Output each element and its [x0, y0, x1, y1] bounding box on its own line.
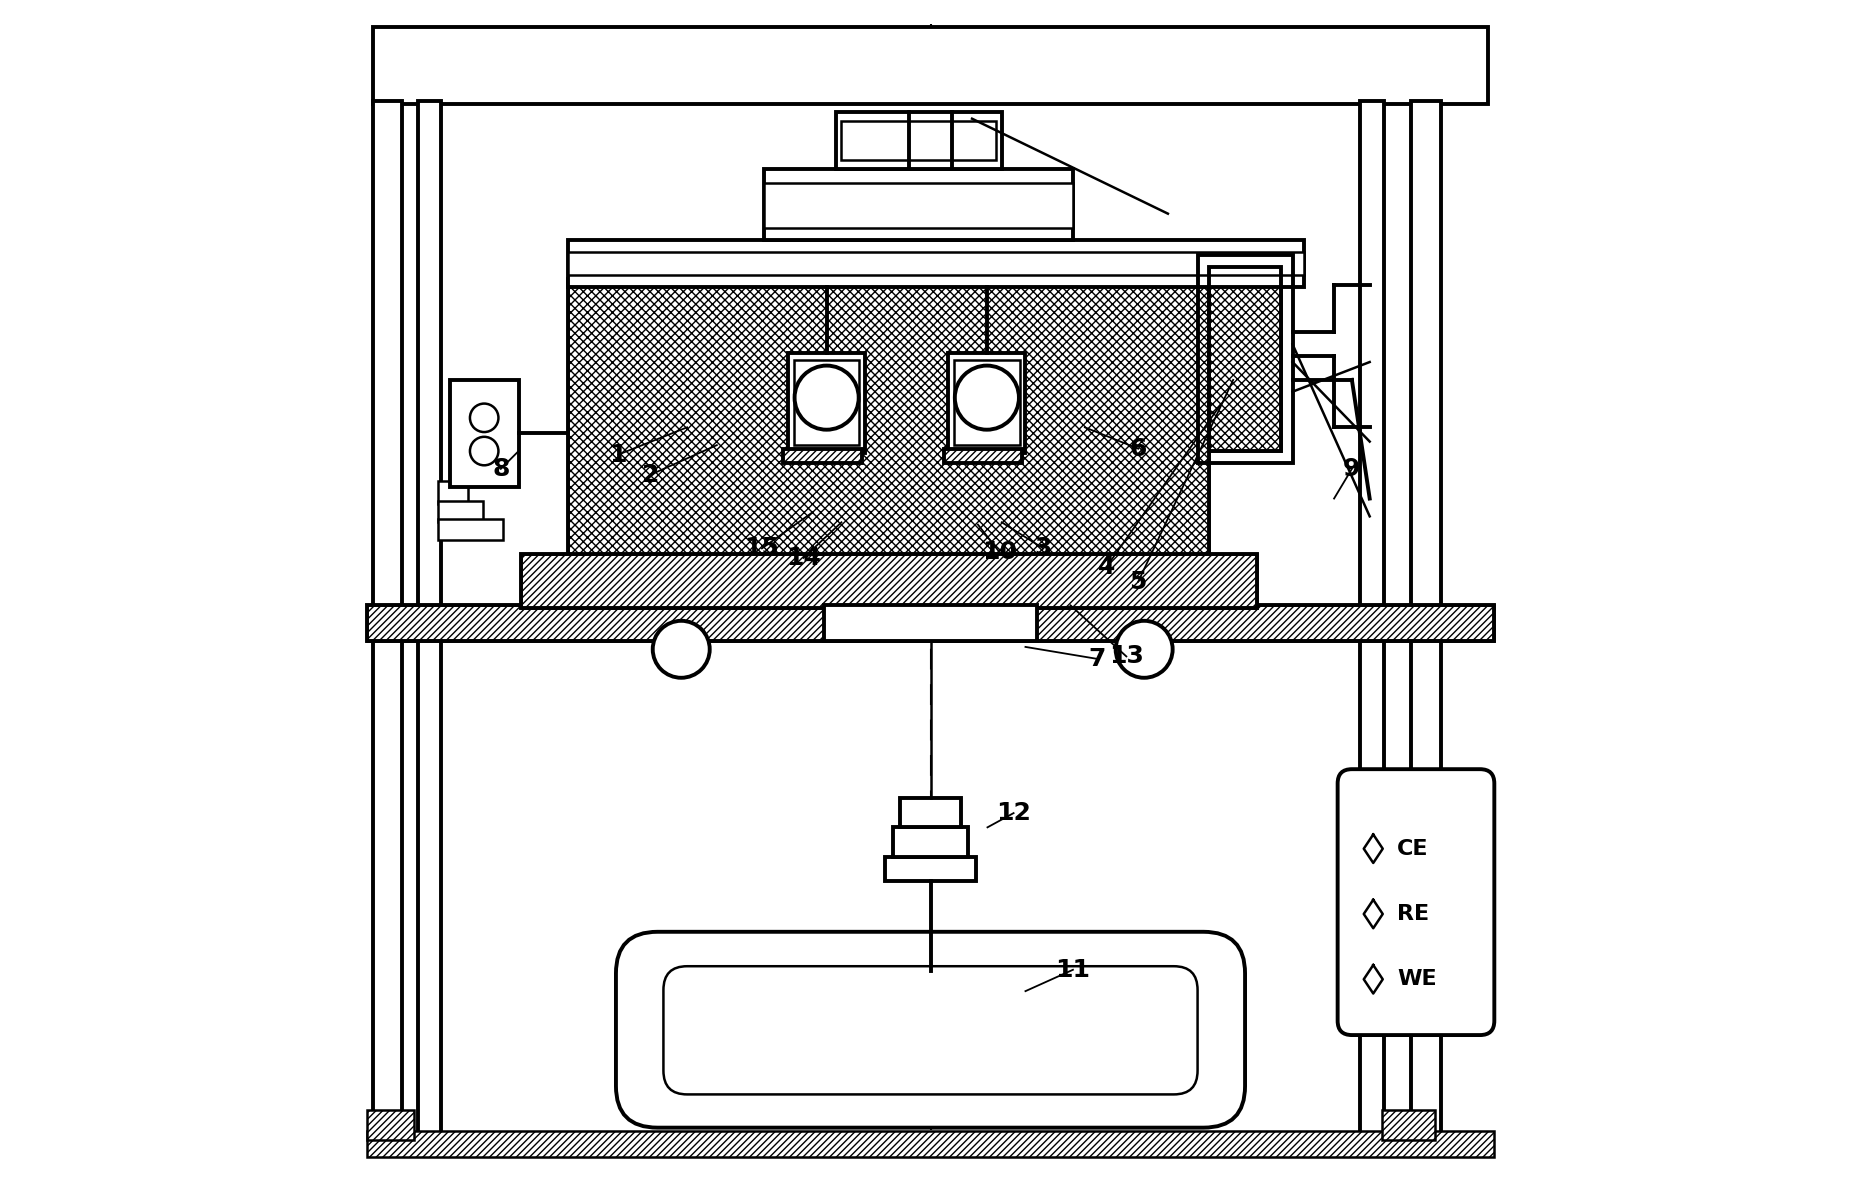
- Circle shape: [1117, 621, 1172, 678]
- Bar: [955, 360, 1020, 445]
- Bar: [765, 183, 1074, 228]
- Text: CE: CE: [1398, 839, 1429, 858]
- Circle shape: [653, 621, 709, 678]
- Bar: [1411, 101, 1440, 1140]
- Bar: [824, 605, 1037, 641]
- Bar: [450, 380, 519, 487]
- Bar: [765, 169, 1074, 240]
- Bar: [944, 449, 1022, 463]
- Text: RE: RE: [1398, 904, 1429, 923]
- Bar: [367, 1131, 1494, 1157]
- Text: 15: 15: [744, 537, 780, 560]
- Bar: [372, 101, 402, 1140]
- Bar: [437, 501, 484, 522]
- FancyBboxPatch shape: [616, 932, 1245, 1128]
- Bar: [1198, 255, 1293, 463]
- Text: 3: 3: [1035, 537, 1051, 560]
- Text: 4: 4: [1098, 556, 1115, 579]
- Bar: [372, 27, 1489, 104]
- Circle shape: [471, 437, 499, 465]
- Text: 12: 12: [996, 801, 1031, 825]
- Text: 8: 8: [491, 457, 510, 481]
- Text: 1: 1: [610, 443, 627, 466]
- Text: 7: 7: [1089, 647, 1105, 671]
- Bar: [1381, 1110, 1435, 1140]
- Bar: [437, 481, 467, 504]
- Bar: [1210, 267, 1280, 451]
- Bar: [1360, 101, 1385, 1140]
- Bar: [417, 101, 441, 1140]
- Text: 2: 2: [642, 463, 659, 487]
- Bar: [886, 857, 975, 881]
- Bar: [1210, 267, 1280, 451]
- Text: 5: 5: [1130, 570, 1146, 594]
- Bar: [568, 279, 1210, 599]
- Bar: [841, 121, 996, 160]
- Bar: [568, 240, 1305, 287]
- Bar: [367, 605, 1494, 641]
- Text: 14: 14: [785, 546, 821, 570]
- Bar: [367, 1110, 415, 1140]
- Bar: [521, 554, 1256, 608]
- Text: 13: 13: [1109, 645, 1145, 668]
- Bar: [437, 519, 502, 540]
- Bar: [367, 605, 1494, 641]
- Circle shape: [795, 366, 858, 430]
- Text: 10: 10: [983, 540, 1016, 564]
- Circle shape: [471, 404, 499, 432]
- FancyBboxPatch shape: [663, 966, 1198, 1094]
- Bar: [899, 798, 962, 827]
- Bar: [949, 353, 1025, 453]
- Text: 9: 9: [1344, 457, 1360, 481]
- Bar: [521, 554, 1256, 608]
- Bar: [787, 353, 865, 453]
- Text: 6: 6: [1130, 437, 1146, 461]
- Bar: [893, 827, 968, 857]
- Circle shape: [955, 366, 1020, 430]
- Text: WE: WE: [1398, 970, 1437, 989]
- FancyBboxPatch shape: [1338, 769, 1494, 1035]
- Bar: [568, 279, 1210, 599]
- Bar: [836, 112, 1001, 169]
- Bar: [783, 449, 862, 463]
- Bar: [795, 360, 860, 445]
- Text: 11: 11: [1055, 958, 1091, 982]
- Bar: [568, 252, 1305, 275]
